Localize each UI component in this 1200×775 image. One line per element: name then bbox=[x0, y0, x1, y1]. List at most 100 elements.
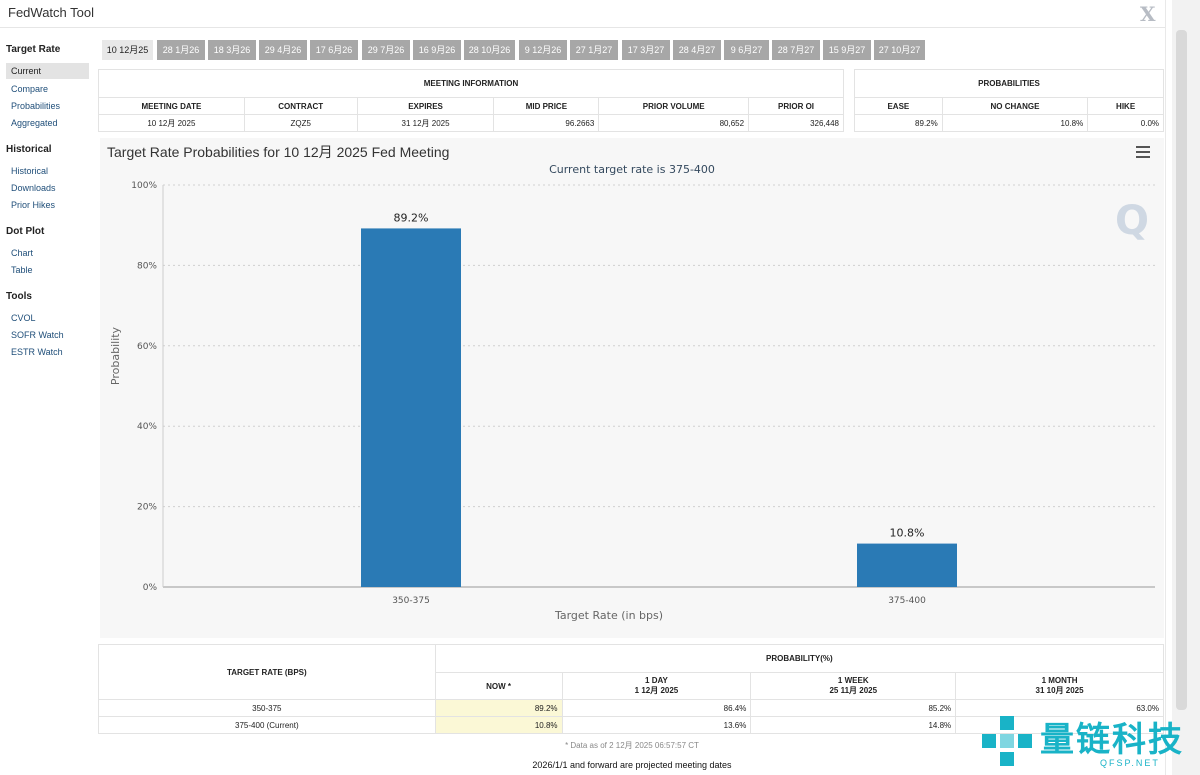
sidebar-heading-tools: Tools bbox=[6, 291, 32, 302]
chart-subtitle: Current target rate is 375-400 bbox=[549, 163, 715, 176]
no-change-value: 10.8% bbox=[941, 114, 1089, 132]
date-tab[interactable]: 16 9月26 bbox=[413, 40, 461, 60]
col-header: MEETING DATE bbox=[98, 97, 245, 115]
header-divider bbox=[0, 27, 1165, 28]
date-tab[interactable]: 27 1月27 bbox=[570, 40, 618, 60]
probabilities-table: PROBABILITIES EASE NO CHANGE HIKE 89.2% … bbox=[854, 69, 1164, 132]
date-tab[interactable]: 29 7月26 bbox=[362, 40, 410, 60]
chart-title: Target Rate Probabilities for 10 12月 202… bbox=[107, 144, 450, 160]
col-header: NO CHANGE bbox=[941, 97, 1089, 115]
date-tab[interactable]: 28 7月27 bbox=[772, 40, 820, 60]
value-cell: 85.2% bbox=[750, 699, 957, 717]
col-header-1-week: 1 WEEK 25 11月 2025 bbox=[750, 672, 957, 700]
sidebar-item-downloads[interactable]: Downloads bbox=[11, 183, 56, 193]
close-icon[interactable]: X bbox=[1140, 2, 1156, 26]
rate-cell: 375-400 (Current) bbox=[98, 716, 436, 734]
date-tab[interactable]: 17 6月26 bbox=[310, 40, 358, 60]
table-row: 350-375 89.2% 86.4% 85.2% 63.0% bbox=[98, 699, 1164, 717]
x-tick-label: 350-375 bbox=[392, 596, 430, 606]
date-tab[interactable]: 9 12月26 bbox=[519, 40, 567, 60]
bar-chart: 0% 20% 40% 60% 80% 100% 89.2% 350-375 10.8% 375-4… bbox=[109, 181, 1155, 622]
date-tab[interactable]: 28 10月26 bbox=[464, 40, 515, 60]
sidebar-item-historical[interactable]: Historical bbox=[11, 166, 49, 176]
date-tab[interactable]: 29 4月26 bbox=[259, 40, 307, 60]
value-cell: 13.6% bbox=[561, 716, 752, 734]
y-tick-label: 80% bbox=[137, 261, 157, 271]
projected-dates-note: 2026/1/1 and forward are projected meeti… bbox=[532, 760, 732, 770]
col-header: CONTRACT bbox=[243, 97, 358, 115]
sidebar-item-prior-hikes[interactable]: Prior Hikes bbox=[11, 200, 56, 210]
y-tick-label: 60% bbox=[137, 342, 157, 352]
probability-table: TARGET RATE (BPS) PROBABILITY(%) NOW * 1… bbox=[98, 644, 1165, 734]
sidebar-item-chart[interactable]: Chart bbox=[11, 248, 34, 258]
q-logo: Q bbox=[1115, 198, 1150, 244]
mid-price-value: 96.2663 bbox=[493, 114, 600, 132]
watermark-subtext: QFSP.NET bbox=[1100, 758, 1160, 768]
meeting-info-title: MEETING INFORMATION bbox=[98, 69, 844, 98]
sidebar-item-sofr-watch[interactable]: SOFR Watch bbox=[11, 330, 64, 340]
date-tab[interactable]: 27 10月27 bbox=[874, 40, 925, 60]
expires-value: 31 12月 2025 bbox=[356, 114, 495, 132]
app-title: FedWatch Tool bbox=[8, 5, 94, 20]
sidebar-item-table[interactable]: Table bbox=[11, 265, 33, 275]
panel-border bbox=[1165, 0, 1166, 775]
probabilities-title: PROBABILITIES bbox=[854, 69, 1164, 98]
y-tick-label: 20% bbox=[137, 503, 157, 513]
y-axis-title: Probability bbox=[109, 326, 122, 385]
date-tab[interactable]: 28 4月27 bbox=[673, 40, 721, 60]
prior-oi-value: 326,448 bbox=[748, 114, 844, 132]
sidebar-heading-dot-plot: Dot Plot bbox=[6, 226, 45, 237]
sidebar-heading-historical: Historical bbox=[6, 144, 52, 155]
y-tick-label: 100% bbox=[131, 181, 157, 191]
col-header: PRIOR OI bbox=[748, 97, 844, 115]
meeting-date-value: 10 12月 2025 bbox=[98, 114, 245, 132]
sidebar-heading-target-rate: Target Rate bbox=[6, 44, 61, 55]
hamburger-menu-icon[interactable] bbox=[1136, 146, 1150, 158]
sidebar-item-cvol[interactable]: CVOL bbox=[11, 313, 36, 323]
chart-panel bbox=[100, 138, 1164, 638]
x-tick-label: 375-400 bbox=[888, 596, 926, 606]
watermark-logo-icon bbox=[982, 716, 1032, 766]
col-header: HIKE bbox=[1087, 97, 1164, 115]
watermark-text: 量链科技 bbox=[1040, 720, 1184, 760]
data-label: 89.2% bbox=[394, 211, 429, 224]
col-header-1-month: 1 MONTH 31 10月 2025 bbox=[955, 672, 1164, 700]
date-tab[interactable]: 17 3月27 bbox=[622, 40, 670, 60]
col-header: EASE bbox=[854, 97, 943, 115]
probability-group-header: PROBABILITY(%) bbox=[434, 644, 1165, 673]
target-rate-header: TARGET RATE (BPS) bbox=[98, 644, 436, 700]
date-tab[interactable]: 18 3月26 bbox=[208, 40, 256, 60]
meeting-info-table: MEETING INFORMATION MEETING DATE CONTRAC… bbox=[98, 69, 844, 132]
value-cell: 89.2% bbox=[434, 699, 563, 717]
date-tab[interactable]: 10 12月25 bbox=[102, 40, 153, 60]
y-tick-label: 0% bbox=[143, 583, 158, 593]
bar bbox=[361, 228, 461, 587]
rate-cell: 350-375 bbox=[98, 699, 436, 717]
ease-value: 89.2% bbox=[854, 114, 943, 132]
sidebar-item-current[interactable]: Current bbox=[6, 63, 89, 79]
col-header: EXPIRES bbox=[356, 97, 495, 115]
bar bbox=[857, 543, 957, 587]
y-tick-label: 40% bbox=[137, 422, 157, 432]
col-header-now: NOW * bbox=[434, 672, 563, 700]
prior-volume-value: 80,652 bbox=[598, 114, 750, 132]
col-header: PRIOR VOLUME bbox=[598, 97, 750, 115]
value-cell: 10.8% bbox=[434, 716, 563, 734]
scrollbar-thumb[interactable] bbox=[1176, 30, 1187, 710]
col-header: MID PRICE bbox=[493, 97, 600, 115]
value-cell: 86.4% bbox=[561, 699, 752, 717]
sidebar-item-compare[interactable]: Compare bbox=[11, 84, 49, 94]
date-tab[interactable]: 15 9月27 bbox=[823, 40, 871, 60]
col-header-1-day: 1 DAY 1 12月 2025 bbox=[561, 672, 752, 700]
contract-value: ZQZ5 bbox=[243, 114, 358, 132]
sidebar-item-probabilities[interactable]: Probabilities bbox=[11, 101, 61, 111]
data-timestamp-note: * Data as of 2 12月 2025 06:57:57 CT bbox=[565, 741, 699, 750]
sidebar-item-aggregated[interactable]: Aggregated bbox=[11, 118, 58, 128]
sidebar-item-estr-watch[interactable]: ESTR Watch bbox=[11, 347, 63, 357]
data-label: 10.8% bbox=[890, 527, 925, 540]
watermark: 量链科技 QFSP.NET bbox=[980, 712, 1200, 775]
hike-value: 0.0% bbox=[1087, 114, 1164, 132]
date-tab[interactable]: 28 1月26 bbox=[157, 40, 205, 60]
date-tab[interactable]: 9 6月27 bbox=[724, 40, 769, 60]
x-axis-title: Target Rate (in bps) bbox=[554, 609, 663, 622]
